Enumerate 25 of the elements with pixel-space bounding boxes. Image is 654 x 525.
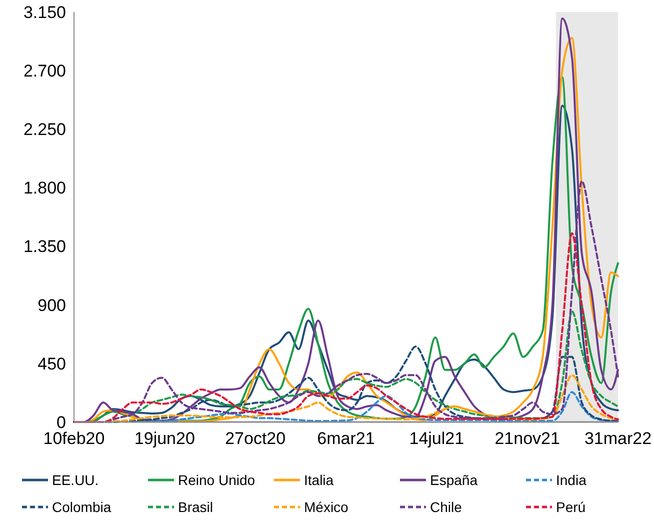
y-tick-label: 1.800: [23, 178, 66, 198]
x-tick-label: 10feb20: [43, 429, 105, 448]
y-tick-label: 450: [38, 354, 66, 374]
x-tick-label: 21nov21: [494, 429, 560, 448]
y-tick-label: 900: [38, 296, 66, 315]
legend-label: Perú: [556, 498, 586, 515]
y-tick-label: 2.700: [23, 62, 66, 81]
legend-label: Brasil: [178, 498, 214, 515]
x-tick-label: 19jun20: [134, 429, 195, 448]
legend-label: Colombia: [52, 498, 112, 515]
legend-label: Italia: [304, 472, 334, 488]
x-tick-label: 27oct20: [225, 429, 286, 448]
x-tick-label: 6mar21: [317, 429, 375, 448]
y-tick-label: 0: [56, 412, 66, 432]
y-tick-label: 2.250: [23, 120, 66, 140]
legend-label: Chile: [430, 498, 462, 515]
x-tick-label: 31mar22: [584, 429, 652, 448]
legend-label: EE.UU.: [52, 472, 99, 488]
x-tick-label: 14jul21: [409, 429, 464, 448]
legend-label: España: [430, 472, 478, 488]
y-tick-label: 1.350: [23, 237, 66, 256]
legend-label: México: [304, 498, 349, 515]
y-tick-label: 3.150: [23, 2, 66, 22]
legend-label: India: [556, 472, 587, 488]
legend-label: Reino Unido: [178, 472, 256, 488]
